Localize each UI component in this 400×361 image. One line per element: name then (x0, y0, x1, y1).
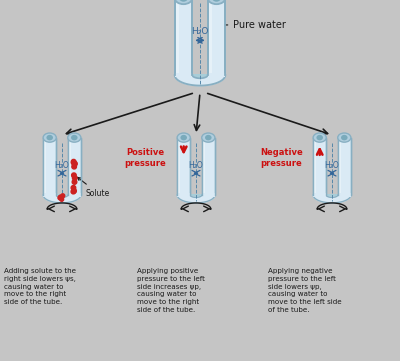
Circle shape (72, 176, 77, 180)
Bar (205, 164, 212, 195)
Bar (339, 140, 341, 193)
Text: Pure water: Pure water (225, 20, 286, 30)
Text: Solute: Solute (78, 177, 110, 198)
Text: H₂O: H₂O (55, 161, 69, 170)
Ellipse shape (180, 135, 187, 140)
Circle shape (71, 160, 76, 164)
Bar (176, 0, 179, 73)
Text: H₂O: H₂O (189, 161, 203, 170)
Ellipse shape (338, 133, 351, 142)
Ellipse shape (43, 133, 56, 142)
Bar (71, 154, 78, 195)
Bar (177, 138, 190, 195)
Bar (341, 175, 348, 195)
Polygon shape (316, 195, 348, 203)
Polygon shape (313, 195, 351, 203)
Circle shape (71, 189, 76, 194)
Bar (212, 43, 221, 75)
Ellipse shape (313, 133, 326, 142)
Circle shape (72, 180, 77, 184)
Ellipse shape (212, 0, 221, 2)
Polygon shape (180, 195, 212, 203)
Bar (202, 193, 215, 197)
Bar (177, 193, 190, 197)
Text: H₂O: H₂O (191, 27, 209, 36)
Text: Adding solute to the
right side lowers ψs,
causing water to
move to the right
si: Adding solute to the right side lowers ψ… (4, 268, 76, 305)
Bar (46, 173, 53, 195)
Polygon shape (179, 75, 221, 86)
Bar (202, 138, 215, 195)
Ellipse shape (208, 0, 225, 4)
Bar (208, 0, 225, 75)
Polygon shape (175, 75, 225, 86)
Bar (338, 138, 351, 195)
Polygon shape (177, 195, 215, 203)
Polygon shape (43, 195, 81, 203)
Bar (180, 179, 187, 195)
Bar (69, 140, 71, 193)
Bar (313, 138, 326, 195)
Ellipse shape (177, 133, 190, 142)
Circle shape (72, 188, 76, 193)
Circle shape (61, 194, 65, 198)
Bar (179, 43, 188, 75)
Bar (43, 193, 56, 197)
Ellipse shape (46, 135, 53, 140)
Text: Negative
pressure: Negative pressure (260, 148, 302, 168)
Bar (208, 73, 225, 77)
Bar (175, 0, 192, 75)
Ellipse shape (175, 0, 192, 4)
Ellipse shape (202, 133, 215, 142)
Circle shape (72, 173, 76, 178)
Circle shape (59, 195, 62, 199)
Circle shape (73, 161, 77, 166)
Bar (203, 140, 205, 193)
Circle shape (72, 164, 76, 169)
Circle shape (60, 197, 64, 201)
Ellipse shape (71, 135, 78, 140)
Text: Applying positive
pressure to the left
side increases ψp,
causing water to
move : Applying positive pressure to the left s… (137, 268, 205, 313)
Ellipse shape (205, 135, 212, 140)
Text: Positive
pressure: Positive pressure (124, 148, 166, 168)
Bar (43, 138, 56, 195)
Circle shape (71, 160, 76, 165)
Text: Applying negative
pressure to the left
side lowers ψp,
causing water to
move to : Applying negative pressure to the left s… (268, 268, 342, 313)
Bar (178, 140, 180, 193)
Bar (68, 193, 81, 197)
Ellipse shape (68, 133, 81, 142)
Ellipse shape (179, 0, 188, 2)
Bar (209, 0, 212, 73)
Ellipse shape (341, 135, 348, 140)
Bar (44, 140, 46, 193)
Bar (314, 140, 316, 193)
Bar (313, 193, 326, 197)
Bar (175, 73, 192, 77)
Bar (68, 138, 81, 195)
Bar (338, 193, 351, 197)
Circle shape (58, 196, 62, 200)
Text: H₂O: H₂O (325, 161, 339, 170)
Ellipse shape (316, 135, 323, 140)
Circle shape (71, 186, 76, 190)
Polygon shape (46, 195, 78, 203)
Bar (316, 160, 323, 195)
